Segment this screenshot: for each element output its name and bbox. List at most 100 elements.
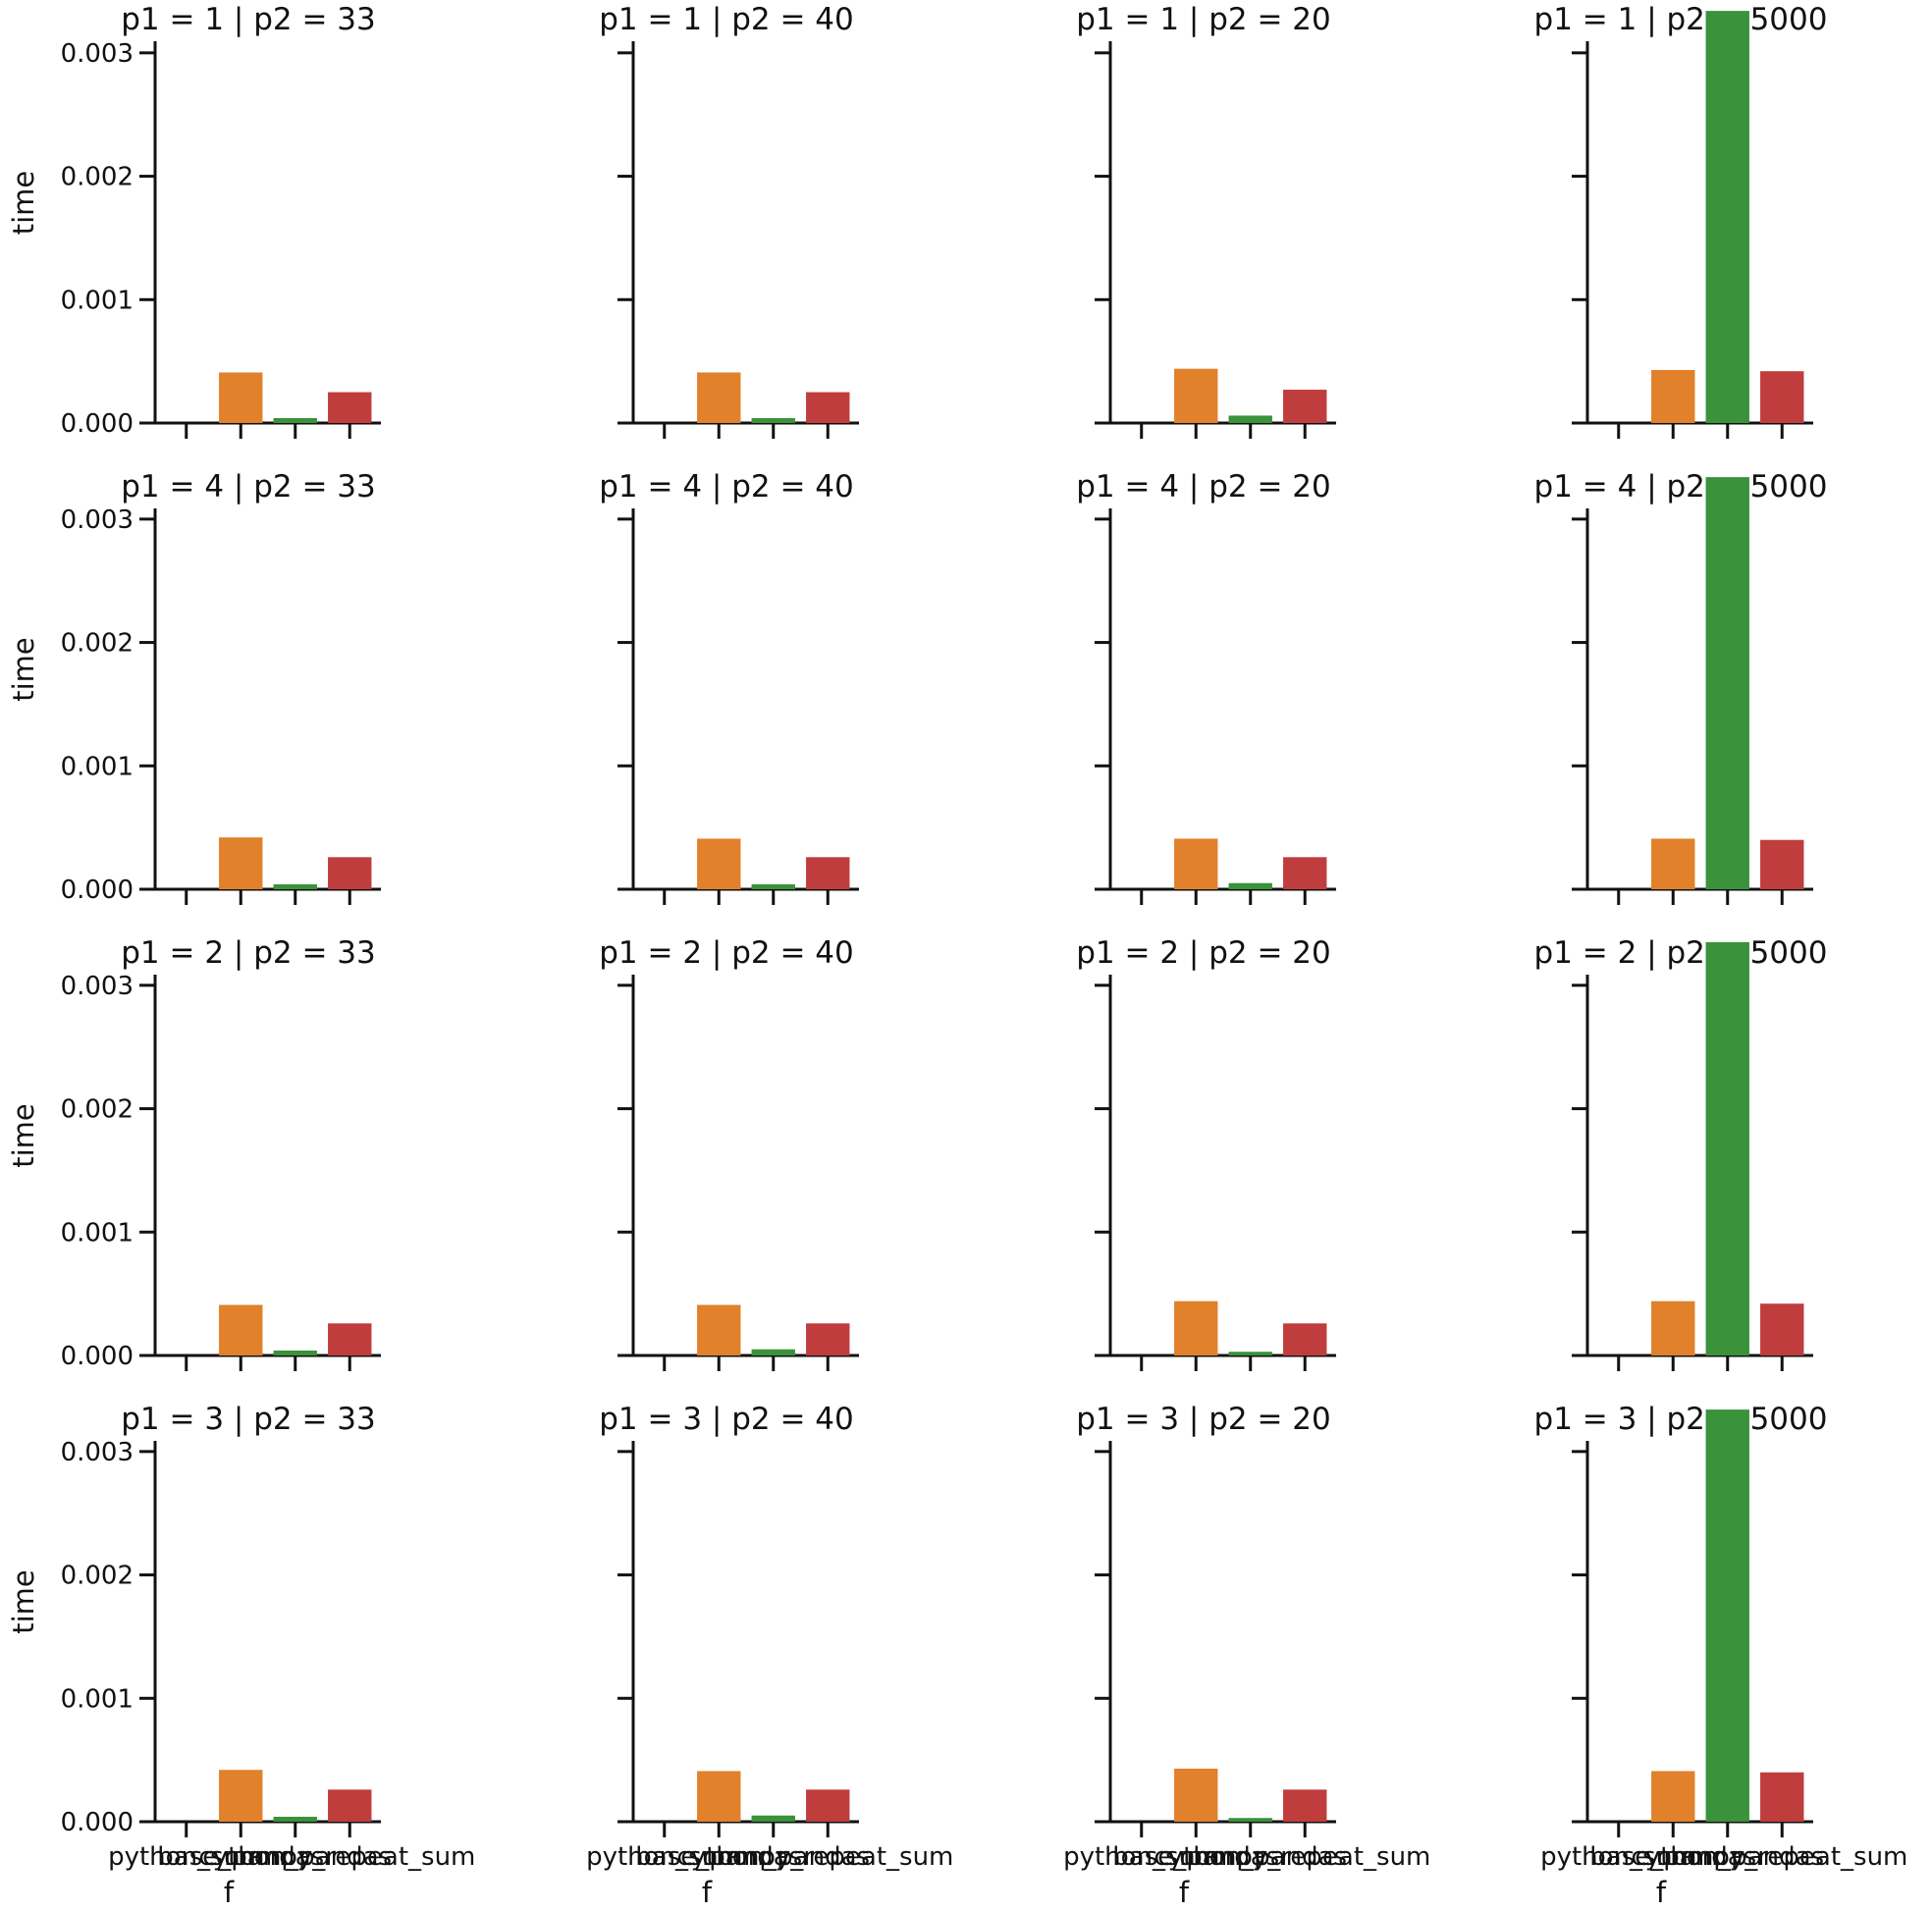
bar-numpy_repeat_sum	[328, 857, 372, 889]
facet-panel: p1 = 4 | p2 = 33 0.000 0.001 0.002 0.003 time	[7, 469, 381, 905]
x-tick-label: cython_pandas	[198, 1842, 392, 1872]
x-tick-label: cython_pandas	[676, 1842, 870, 1872]
x-tick-label: numpy_repeat_sum	[1179, 1842, 1430, 1872]
bar-numpy_repeat_sum	[806, 1323, 850, 1355]
bar-cython_pandas	[273, 417, 317, 423]
x-tick-label: cython_pandas	[1154, 1842, 1347, 1872]
panel-title: p1 = 4 | p2 = 33	[121, 469, 376, 505]
facet-panel: p1 = 1 | p2 = 40	[599, 2, 859, 439]
y-tick-label: 0.002	[61, 1095, 134, 1125]
bar-cython_pandas	[751, 1349, 795, 1355]
bar-cython_pandas	[751, 1815, 795, 1822]
x-axis-label: f	[702, 1876, 713, 1909]
bar-numpy_repeat_sum	[1760, 839, 1804, 889]
x-tick-label: base_pandas	[1589, 1842, 1756, 1872]
bar-cython_pandas	[273, 883, 317, 889]
y-tick-label: 0.003	[61, 39, 134, 69]
facet-panel: p1 = 2 | p2 = 33 0.000 0.001 0.002 0.003 time	[7, 935, 381, 1371]
bar-numpy_repeat_sum	[1283, 1323, 1327, 1355]
bar-base_pandas	[697, 372, 741, 423]
bar-numpy_repeat_sum	[1760, 371, 1804, 423]
x-tick-label: base_pandas	[157, 1842, 324, 1872]
bar-cython_pandas	[1228, 882, 1272, 889]
y-tick-label: 0.000	[61, 1342, 134, 1371]
y-tick-label: 0.003	[61, 505, 134, 535]
bar-cython_pandas	[1228, 415, 1272, 423]
x-tick-label: python_sum	[1063, 1842, 1219, 1872]
panel-title: p1 = 2 | p2 = 5000	[1534, 935, 1828, 971]
y-tick-label: 0.000	[61, 409, 134, 439]
bar-base_pandas	[219, 372, 263, 423]
y-axis-label: time	[7, 1569, 40, 1634]
x-tick-label: python_sum	[1540, 1842, 1696, 1872]
panel-title: p1 = 3 | p2 = 33	[121, 1402, 376, 1437]
bar-base_pandas	[1651, 369, 1695, 423]
y-tick-label: 0.002	[61, 1562, 134, 1591]
bar-base_pandas	[1174, 1768, 1218, 1822]
y-axis-label: time	[7, 637, 40, 702]
bar-base_pandas	[1651, 1301, 1695, 1355]
facet-panel: p1 = 4 | p2 = 5000	[1534, 469, 1827, 905]
panel-title: p1 = 2 | p2 = 20	[1076, 935, 1331, 971]
facet-panel: p1 = 2 | p2 = 40	[599, 935, 859, 1371]
bar-cython_pandas	[1705, 11, 1749, 423]
bar-base_pandas	[1174, 1301, 1218, 1355]
y-tick-label: 0.002	[61, 163, 134, 192]
y-tick-label: 0.001	[61, 752, 134, 781]
bar-base_pandas	[1174, 368, 1218, 423]
bar-cython_pandas	[1705, 941, 1749, 1355]
bar-base_pandas	[1174, 838, 1218, 889]
bar-cython_pandas	[1228, 1818, 1272, 1822]
bar-cython_pandas	[273, 1816, 317, 1822]
bar-numpy_repeat_sum	[1283, 390, 1327, 423]
x-axis-label: f	[1656, 1876, 1667, 1909]
y-tick-label: 0.000	[61, 1808, 134, 1837]
x-tick-label: numpy_repeat_sum	[1656, 1842, 1907, 1872]
bar-base_pandas	[697, 1771, 741, 1822]
facet-panel: p1 = 3 | p2 = 5000 python_sumbase_pandasc…	[1534, 1402, 1908, 1909]
facet-panel: p1 = 2 | p2 = 20	[1076, 935, 1336, 1371]
panel-title: p1 = 3 | p2 = 20	[1076, 1402, 1331, 1437]
bar-numpy_repeat_sum	[806, 392, 850, 423]
y-axis-label: time	[7, 171, 40, 236]
bar-numpy_repeat_sum	[1760, 1303, 1804, 1355]
bar-cython_pandas	[1705, 1409, 1749, 1822]
facet-panel: p1 = 1 | p2 = 5000	[1534, 2, 1828, 439]
bar-numpy_repeat_sum	[328, 1789, 372, 1822]
bar-numpy_repeat_sum	[1283, 1789, 1327, 1822]
y-tick-label: 0.001	[61, 286, 134, 315]
y-tick-label: 0.003	[61, 972, 134, 1001]
facet-panel: p1 = 3 | p2 = 40 python_sumbase_pandascyt…	[586, 1402, 953, 1909]
bar-cython_pandas	[1705, 477, 1749, 889]
panel-title: p1 = 1 | p2 = 20	[1076, 2, 1331, 37]
x-tick-label: base_pandas	[635, 1842, 802, 1872]
y-axis-label: time	[7, 1103, 40, 1168]
x-tick-label: python_sum	[586, 1842, 742, 1872]
panel-title: p1 = 2 | p2 = 33	[121, 935, 376, 971]
y-tick-label: 0.002	[61, 629, 134, 659]
panel-title: p1 = 2 | p2 = 40	[599, 935, 854, 971]
panel-title: p1 = 4 | p2 = 20	[1076, 469, 1331, 505]
facet-panel: p1 = 3 | p2 = 20 python_sumbase_pandascyt…	[1063, 1402, 1430, 1909]
panel-title: p1 = 1 | p2 = 5000	[1534, 2, 1828, 37]
bar-numpy_repeat_sum	[806, 1789, 850, 1822]
panel-title: p1 = 3 | p2 = 5000	[1534, 1402, 1828, 1437]
bar-base_pandas	[697, 1304, 741, 1355]
bar-base_pandas	[219, 1770, 263, 1822]
bar-base_pandas	[1651, 838, 1695, 889]
x-axis-label: f	[1179, 1876, 1190, 1909]
panel-title: p1 = 3 | p2 = 40	[599, 1402, 854, 1437]
facet-panel: p1 = 1 | p2 = 33 0.000 0.001 0.002 0.003 time	[7, 2, 381, 439]
x-tick-label: base_pandas	[1112, 1842, 1279, 1872]
bar-base_pandas	[219, 837, 263, 889]
bar-numpy_repeat_sum	[806, 857, 850, 889]
bar-base_pandas	[1651, 1771, 1695, 1822]
y-tick-label: 0.000	[61, 876, 134, 905]
y-tick-label: 0.003	[61, 1438, 134, 1467]
panel-title: p1 = 1 | p2 = 40	[599, 2, 854, 37]
x-tick-label: numpy_repeat_sum	[224, 1842, 475, 1872]
bar-cython_pandas	[751, 883, 795, 889]
facet-panel: p1 = 4 | p2 = 20	[1076, 469, 1336, 905]
bar-numpy_repeat_sum	[1283, 857, 1327, 889]
